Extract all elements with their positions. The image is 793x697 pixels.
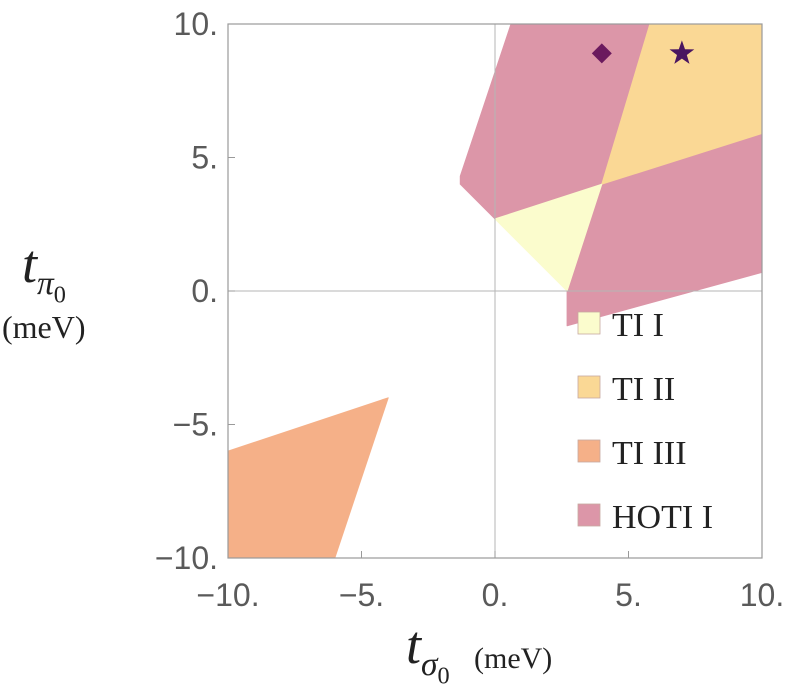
x-tick-label: −10. [196,577,259,613]
x-tick-label: 5. [615,577,642,613]
legend-swatch [577,311,601,335]
region-ti-iii-1 [228,397,389,558]
x-tick-label: 0. [482,577,509,613]
region-ti-ii-1 [601,24,762,185]
y-axis-unit: (meV) [2,309,86,345]
y-tick-label: −10. [155,540,218,576]
phase-regions [228,24,762,558]
x-tick-label: 10. [740,577,784,613]
region-ti-i-1 [494,183,603,292]
star-marker [669,40,695,64]
axis-labels: tπ0(meV)tσ0(meV) [2,234,552,690]
y-tick-label: 0. [191,273,218,309]
legend-item-ti-iii: TI III [577,435,687,472]
x-tick-label: −5. [339,577,384,613]
legend-swatch [577,439,601,463]
y-tick-label: 5. [191,140,218,176]
y-tick-label: −5. [173,407,218,443]
legend-swatch [577,503,601,527]
x-axis-label: tσ0 [406,615,450,690]
legend-label: TI II [612,371,675,408]
legend-label: TI I [612,307,664,344]
x-axis-unit: (meV) [474,642,552,675]
legend-swatch [577,375,601,399]
y-axis-label: tπ0 [22,234,66,309]
legend-item-ti-i: TI I [577,307,664,344]
legend: TI I TI II TI III HOTI I [577,307,713,536]
legend-label: TI III [612,435,687,472]
legend-item-ti-ii: TI II [577,371,675,408]
legend-item-hoti-i: HOTI I [577,499,713,536]
tick-labels: −10. −5. 0. 5. 10. −10. −5. 0. 5. 10. [155,6,784,613]
axes [227,23,763,559]
y-tick-label: 10. [174,6,218,42]
markers [591,40,695,64]
diamond-marker [591,43,612,64]
legend-label: HOTI I [612,499,713,536]
